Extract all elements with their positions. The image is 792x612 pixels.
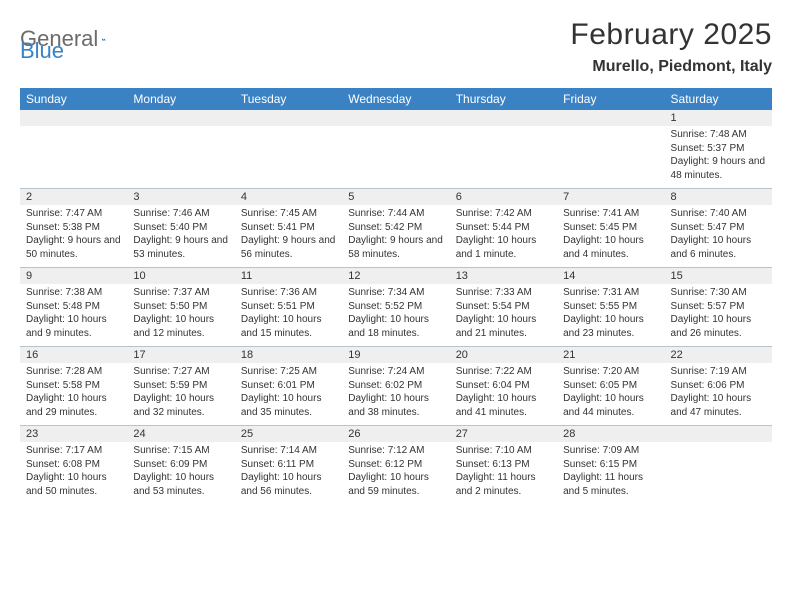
day-number-row: 232425262728	[20, 426, 772, 442]
day-number-cell: 28	[557, 426, 664, 442]
day-number-cell: 12	[342, 268, 449, 284]
day-data-cell	[450, 126, 557, 189]
day-number-cell: 14	[557, 268, 664, 284]
day-data-row: Sunrise: 7:38 AMSunset: 5:48 PMDaylight:…	[20, 284, 772, 347]
day-number-cell: 5	[342, 189, 449, 205]
day-number-cell: 4	[235, 189, 342, 205]
day-data-cell: Sunrise: 7:15 AMSunset: 6:09 PMDaylight:…	[127, 442, 234, 504]
page-header: General February 2025 Murello, Piedmont,…	[20, 18, 772, 88]
day-data-row: Sunrise: 7:48 AMSunset: 5:37 PMDaylight:…	[20, 126, 772, 189]
day-data-cell: Sunrise: 7:09 AMSunset: 6:15 PMDaylight:…	[557, 442, 664, 504]
day-data-cell: Sunrise: 7:24 AMSunset: 6:02 PMDaylight:…	[342, 363, 449, 426]
day-number-row: 9101112131415	[20, 268, 772, 284]
weekday-header-row: Sunday Monday Tuesday Wednesday Thursday…	[20, 88, 772, 110]
weekday-header: Saturday	[665, 88, 772, 110]
day-number-cell: 11	[235, 268, 342, 284]
day-data-cell: Sunrise: 7:38 AMSunset: 5:48 PMDaylight:…	[20, 284, 127, 347]
brand-text-2: Blue	[20, 38, 64, 63]
day-number-cell	[557, 110, 664, 126]
day-data-cell: Sunrise: 7:27 AMSunset: 5:59 PMDaylight:…	[127, 363, 234, 426]
day-number-cell	[235, 110, 342, 126]
day-number-cell: 1	[665, 110, 772, 126]
day-number-cell: 24	[127, 426, 234, 442]
day-number-cell: 7	[557, 189, 664, 205]
day-number-row: 16171819202122	[20, 347, 772, 363]
day-data-cell: Sunrise: 7:37 AMSunset: 5:50 PMDaylight:…	[127, 284, 234, 347]
day-data-cell: Sunrise: 7:42 AMSunset: 5:44 PMDaylight:…	[450, 205, 557, 268]
day-number-row: 2345678	[20, 189, 772, 205]
day-data-cell: Sunrise: 7:28 AMSunset: 5:58 PMDaylight:…	[20, 363, 127, 426]
calendar-page: General February 2025 Murello, Piedmont,…	[0, 0, 792, 504]
day-number-cell: 9	[20, 268, 127, 284]
day-data-cell: Sunrise: 7:48 AMSunset: 5:37 PMDaylight:…	[665, 126, 772, 189]
day-data-cell	[20, 126, 127, 189]
location-subtitle: Murello, Piedmont, Italy	[570, 58, 772, 76]
day-data-cell: Sunrise: 7:40 AMSunset: 5:47 PMDaylight:…	[665, 205, 772, 268]
day-number-cell: 6	[450, 189, 557, 205]
day-data-cell: Sunrise: 7:46 AMSunset: 5:40 PMDaylight:…	[127, 205, 234, 268]
brand-triangle-icon	[102, 31, 106, 47]
day-data-row: Sunrise: 7:28 AMSunset: 5:58 PMDaylight:…	[20, 363, 772, 426]
title-block: February 2025 Murello, Piedmont, Italy	[570, 18, 772, 76]
day-data-cell	[235, 126, 342, 189]
day-data-cell: Sunrise: 7:45 AMSunset: 5:41 PMDaylight:…	[235, 205, 342, 268]
day-data-cell: Sunrise: 7:22 AMSunset: 6:04 PMDaylight:…	[450, 363, 557, 426]
day-number-cell: 13	[450, 268, 557, 284]
day-data-row: Sunrise: 7:47 AMSunset: 5:38 PMDaylight:…	[20, 205, 772, 268]
day-data-cell	[665, 442, 772, 504]
day-number-cell: 21	[557, 347, 664, 363]
day-number-cell	[450, 110, 557, 126]
day-number-cell	[20, 110, 127, 126]
day-number-cell: 23	[20, 426, 127, 442]
day-data-cell: Sunrise: 7:20 AMSunset: 6:05 PMDaylight:…	[557, 363, 664, 426]
day-number-cell: 16	[20, 347, 127, 363]
day-data-cell: Sunrise: 7:36 AMSunset: 5:51 PMDaylight:…	[235, 284, 342, 347]
day-number-cell	[665, 426, 772, 442]
day-data-cell: Sunrise: 7:14 AMSunset: 6:11 PMDaylight:…	[235, 442, 342, 504]
day-number-cell: 17	[127, 347, 234, 363]
day-data-cell: Sunrise: 7:30 AMSunset: 5:57 PMDaylight:…	[665, 284, 772, 347]
weekday-header: Monday	[127, 88, 234, 110]
day-number-cell: 15	[665, 268, 772, 284]
day-number-cell: 26	[342, 426, 449, 442]
day-number-cell: 25	[235, 426, 342, 442]
month-title: February 2025	[570, 18, 772, 52]
day-data-cell: Sunrise: 7:12 AMSunset: 6:12 PMDaylight:…	[342, 442, 449, 504]
day-number-cell: 8	[665, 189, 772, 205]
day-data-cell: Sunrise: 7:25 AMSunset: 6:01 PMDaylight:…	[235, 363, 342, 426]
weekday-header: Wednesday	[342, 88, 449, 110]
calendar-table: Sunday Monday Tuesday Wednesday Thursday…	[20, 88, 772, 504]
day-data-cell	[342, 126, 449, 189]
day-data-cell: Sunrise: 7:19 AMSunset: 6:06 PMDaylight:…	[665, 363, 772, 426]
day-number-cell: 27	[450, 426, 557, 442]
weekday-header: Thursday	[450, 88, 557, 110]
day-data-row: Sunrise: 7:17 AMSunset: 6:08 PMDaylight:…	[20, 442, 772, 504]
weekday-header: Sunday	[20, 88, 127, 110]
day-data-cell: Sunrise: 7:34 AMSunset: 5:52 PMDaylight:…	[342, 284, 449, 347]
day-number-cell: 19	[342, 347, 449, 363]
day-number-cell: 2	[20, 189, 127, 205]
day-number-row: 1	[20, 110, 772, 126]
day-data-cell: Sunrise: 7:44 AMSunset: 5:42 PMDaylight:…	[342, 205, 449, 268]
day-data-cell: Sunrise: 7:33 AMSunset: 5:54 PMDaylight:…	[450, 284, 557, 347]
day-number-cell: 10	[127, 268, 234, 284]
day-data-cell	[127, 126, 234, 189]
day-number-cell: 22	[665, 347, 772, 363]
day-data-cell: Sunrise: 7:10 AMSunset: 6:13 PMDaylight:…	[450, 442, 557, 504]
day-data-cell: Sunrise: 7:47 AMSunset: 5:38 PMDaylight:…	[20, 205, 127, 268]
day-number-cell: 3	[127, 189, 234, 205]
day-data-cell	[557, 126, 664, 189]
day-number-cell	[127, 110, 234, 126]
weekday-header: Friday	[557, 88, 664, 110]
day-number-cell: 20	[450, 347, 557, 363]
weekday-header: Tuesday	[235, 88, 342, 110]
day-data-cell: Sunrise: 7:41 AMSunset: 5:45 PMDaylight:…	[557, 205, 664, 268]
day-number-cell	[342, 110, 449, 126]
day-data-cell: Sunrise: 7:17 AMSunset: 6:08 PMDaylight:…	[20, 442, 127, 504]
day-number-cell: 18	[235, 347, 342, 363]
day-data-cell: Sunrise: 7:31 AMSunset: 5:55 PMDaylight:…	[557, 284, 664, 347]
